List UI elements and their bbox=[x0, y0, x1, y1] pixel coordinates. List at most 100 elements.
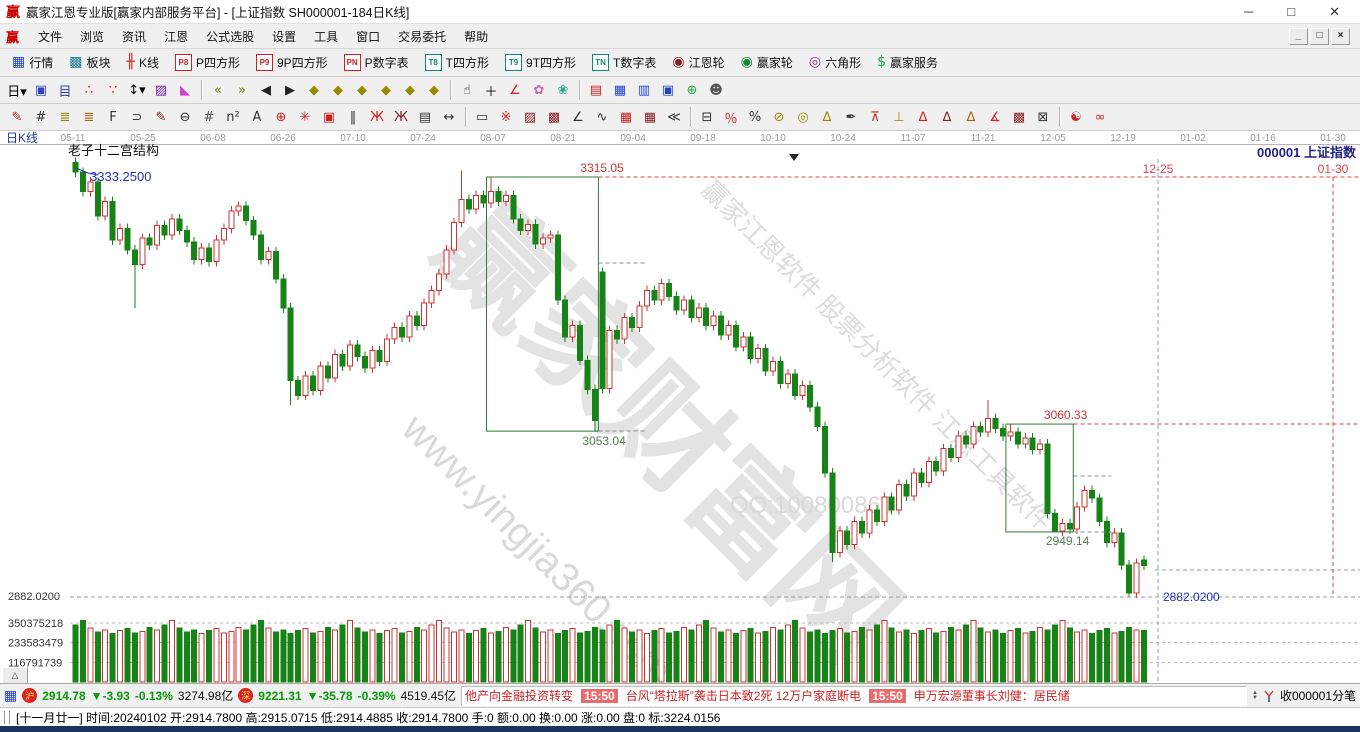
pen2-tool[interactable]: ✎ bbox=[155, 109, 167, 125]
gann-fan-tool[interactable]: ✳ bbox=[299, 109, 311, 125]
info-list-button[interactable]: 目 bbox=[58, 84, 72, 100]
width-measure-tool[interactable]: ↔ bbox=[443, 109, 455, 125]
shade-box-tool[interactable]: ▨ bbox=[523, 109, 537, 125]
pan-right-button[interactable]: ◆ bbox=[333, 82, 343, 98]
chart3-button[interactable]: ∴ bbox=[84, 82, 94, 98]
golden-grid2-tool[interactable]: ≣ bbox=[83, 109, 95, 125]
account-button[interactable]: ☻ bbox=[709, 82, 723, 98]
taiji-tool[interactable]: ☯ bbox=[1070, 109, 1082, 125]
kline-chart-area[interactable]: 赢家财富网 赢家江恩软件 股票分析软件 江恩工具软件 www.yingjia360.… bbox=[0, 131, 1360, 685]
shade-box2-tool[interactable]: ▩ bbox=[547, 109, 561, 125]
minimize-button[interactable]: ─ bbox=[1244, 3, 1254, 19]
dark-grid-tool[interactable]: ▦ bbox=[643, 109, 657, 125]
t-table-button[interactable]: TN T数字表 bbox=[585, 51, 663, 74]
kline-button[interactable]: ╫ K线 bbox=[120, 51, 166, 74]
trend-angle-tool[interactable]: ∠ bbox=[572, 109, 584, 125]
news-ticker[interactable]: 他产向金融投资转变 15:50 台风“塔拉斯”袭击日本致2死 12万户家庭断电 15:… bbox=[461, 685, 1247, 706]
export-button[interactable]: ⊕ bbox=[686, 82, 698, 98]
grid2-tool[interactable]: # bbox=[203, 109, 215, 125]
save-button[interactable]: ▣ bbox=[661, 82, 675, 98]
gold-angle2-tool[interactable]: ∆ bbox=[966, 109, 976, 125]
ying-zone-tool[interactable]: ▩ bbox=[1012, 109, 1026, 125]
menu-浏览[interactable]: 浏览 bbox=[80, 29, 105, 44]
parallel-tool[interactable]: ‖ bbox=[349, 109, 357, 125]
child-restore-button[interactable]: □ bbox=[1310, 27, 1329, 45]
notes-button[interactable]: ▥ bbox=[637, 82, 651, 98]
pan-left-button[interactable]: ◆ bbox=[309, 82, 319, 98]
menu-公式选股[interactable]: 公式选股 bbox=[206, 29, 255, 44]
price-grid-tool[interactable]: ▤ bbox=[418, 109, 432, 125]
t9-square-button[interactable]: T9 9T四方形 bbox=[498, 51, 583, 74]
close-button[interactable]: ✕ bbox=[1329, 3, 1340, 19]
percent-lines-tool[interactable]: ％ bbox=[724, 111, 738, 127]
menu-工具[interactable]: 工具 bbox=[314, 29, 339, 44]
winner-service-button[interactable]: $ 赢家服务 bbox=[870, 51, 945, 74]
expand-h-button[interactable]: ◆ bbox=[357, 82, 367, 98]
square-of-nine-tool[interactable]: n² bbox=[226, 109, 240, 125]
wave-pick-button[interactable]: ❀ bbox=[557, 82, 569, 98]
menu-江恩[interactable]: 江恩 bbox=[164, 29, 189, 44]
multi-line-tool[interactable]: ≪ bbox=[667, 109, 681, 125]
draw-pen-tool[interactable]: ✎ bbox=[11, 109, 23, 125]
child-close-button[interactable]: × bbox=[1331, 27, 1350, 45]
pitchfork-tool[interactable]: A bbox=[252, 109, 262, 125]
golden-grid-tool[interactable]: ≣ bbox=[59, 109, 71, 125]
kline-period-button[interactable]: 日▾ bbox=[7, 84, 27, 100]
restore-button[interactable]: □ bbox=[1287, 3, 1296, 19]
fibonacci-tool[interactable]: F bbox=[109, 109, 117, 125]
calculator-button[interactable]: ▦ bbox=[613, 82, 627, 98]
menu-帮助[interactable]: 帮助 bbox=[464, 29, 489, 44]
shrink-h-button[interactable]: ◆ bbox=[381, 82, 391, 98]
angle-tool-button[interactable]: ∠ bbox=[509, 82, 521, 98]
ticker-scroll-spinner[interactable]: ▲ ▼ bbox=[1252, 689, 1258, 701]
infinity-tool[interactable]: ∞ bbox=[1094, 109, 1106, 125]
wave-line-tool[interactable]: ∿ bbox=[596, 109, 608, 125]
sectors-button[interactable]: ▩ 板块 bbox=[62, 51, 117, 74]
support-line-tool[interactable]: ⊼ bbox=[870, 109, 880, 125]
scale-toggle-button[interactable]: ↕▾ bbox=[128, 82, 146, 98]
stats-table-tool[interactable]: ⊟ bbox=[701, 109, 713, 125]
spiral-tool[interactable]: ⊃ bbox=[131, 109, 143, 125]
smart-pick-button[interactable]: ✿ bbox=[533, 82, 545, 98]
f-angle-tool[interactable]: ∆ bbox=[942, 109, 952, 125]
fit-view-button[interactable]: ◆ bbox=[429, 82, 439, 98]
quote-table-icon[interactable]: ▦ bbox=[4, 687, 18, 704]
percent-tool[interactable]: % bbox=[748, 109, 762, 125]
t-square-button[interactable]: T8 T四方形 bbox=[418, 51, 496, 74]
p9-square-button[interactable]: P9 9P四方形 bbox=[249, 51, 335, 74]
hexagon-button[interactable]: ◎ 六角形 bbox=[802, 51, 868, 74]
gann-box-1[interactable] bbox=[486, 176, 599, 432]
ray-fan-tool[interactable]: ※ bbox=[500, 109, 512, 125]
scroll-position-marker[interactable] bbox=[789, 154, 799, 161]
rect-tool[interactable]: ▭ bbox=[475, 109, 489, 125]
j-angle-tool[interactable]: ∆ bbox=[918, 109, 928, 125]
pattern-view-button[interactable]: ▨ bbox=[154, 82, 168, 98]
winner-wheel-button[interactable]: ◉ 赢家轮 bbox=[734, 51, 800, 74]
menu-设置[interactable]: 设置 bbox=[272, 29, 297, 44]
gann-grid-tool[interactable]: # bbox=[35, 109, 47, 125]
cycle-circle-tool[interactable]: ⊖ bbox=[179, 109, 191, 125]
speed-line-tool[interactable]: ∡ bbox=[989, 109, 1001, 125]
chart9-button[interactable]: ∵ bbox=[108, 82, 118, 98]
hand-tool-button[interactable]: ☝ bbox=[463, 82, 471, 98]
last-page-button[interactable]: » bbox=[238, 82, 246, 98]
expand-all-button[interactable]: ◆ bbox=[405, 82, 415, 98]
golden-section-tool[interactable]: ⊘ bbox=[773, 109, 785, 125]
menu-交易委托[interactable]: 交易委托 bbox=[398, 29, 447, 44]
prev-bar-button[interactable]: ◀ bbox=[261, 82, 271, 98]
paint-tool-button[interactable]: ◣ bbox=[180, 82, 190, 98]
red-grid-tool[interactable]: ▦ bbox=[619, 109, 633, 125]
shen-grid-tool[interactable]: Ж bbox=[369, 109, 384, 125]
chou-grid-tool[interactable]: Ж bbox=[393, 109, 408, 125]
crosshair-button[interactable]: ＋ bbox=[484, 84, 498, 100]
menu-文件[interactable]: 文件 bbox=[38, 29, 63, 44]
golden-circle-tool[interactable]: ◎ bbox=[797, 109, 809, 125]
resistance-line-tool[interactable]: ⊥ bbox=[893, 109, 905, 125]
gann-box-tool[interactable]: ▣ bbox=[322, 109, 336, 125]
child-minimize-button[interactable]: _ bbox=[1289, 27, 1308, 45]
menu-窗口[interactable]: 窗口 bbox=[356, 29, 381, 44]
gann-box-2[interactable] bbox=[1005, 423, 1074, 533]
next-bar-button[interactable]: ▶ bbox=[285, 82, 295, 98]
quotes-button[interactable]: ▦ 行情 bbox=[5, 51, 60, 74]
gann-circle-tool[interactable]: ⊕ bbox=[275, 109, 287, 125]
